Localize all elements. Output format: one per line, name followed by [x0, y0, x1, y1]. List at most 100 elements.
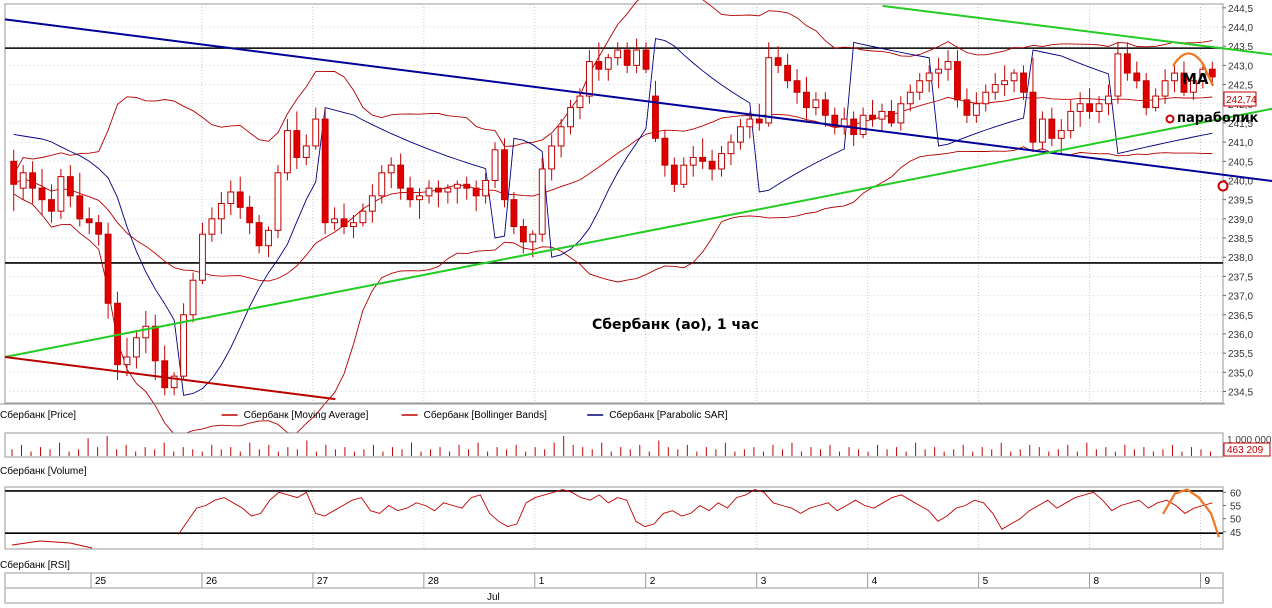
candle-up — [689, 156, 697, 166]
candle-down — [104, 233, 112, 304]
candle-down — [66, 176, 74, 197]
volume-bars — [11, 436, 1211, 456]
price-tick-label: 244,0 — [1228, 23, 1253, 34]
legend-label: Сбербанк [Price] — [0, 409, 76, 421]
candle-down — [793, 80, 801, 93]
candle-up — [359, 210, 367, 224]
candle-down — [1086, 103, 1094, 112]
candle-up — [718, 153, 725, 170]
sar-marker — [1165, 114, 1175, 124]
candle-up — [123, 356, 131, 366]
current-price-box — [1223, 91, 1257, 107]
candle-down — [642, 49, 650, 70]
candle-up — [680, 164, 688, 185]
candle-up — [878, 110, 886, 120]
candle-down — [255, 222, 263, 247]
price-tick-label: 239,0 — [1228, 215, 1253, 226]
trendline-marker — [1217, 180, 1229, 192]
price-tick-label: 241,0 — [1228, 138, 1253, 149]
candle-up — [57, 176, 65, 212]
price-tick-label: 235,0 — [1228, 368, 1253, 379]
price-tick-label: 240,5 — [1228, 157, 1253, 168]
rsi-levels — [5, 490, 1223, 534]
candle-down — [1133, 72, 1141, 82]
rsi-legend: Сбербанк [RSI] — [0, 559, 70, 571]
candle-up — [633, 49, 641, 66]
candle-up — [1171, 72, 1178, 82]
candle-up — [1001, 80, 1009, 86]
day-label: 3 — [761, 576, 767, 587]
candle-up — [557, 126, 565, 147]
candle-up — [19, 172, 27, 189]
candle-up — [491, 149, 499, 181]
candle-up — [331, 218, 339, 224]
price-tick-label: 236,5 — [1228, 311, 1253, 322]
candle-up — [217, 203, 225, 220]
trendlines — [4, 4, 1272, 401]
price-tick-label: 235,5 — [1228, 349, 1253, 360]
volume-y-tick: 1 000 000 — [1227, 435, 1272, 446]
candle-down — [1048, 118, 1056, 139]
candle-up — [208, 218, 216, 235]
price-pane: 244,5244,0243,5243,0242,5242,0241,5241,0… — [4, 0, 1272, 435]
candle-up — [935, 68, 943, 74]
day-label: 9 — [1204, 576, 1210, 587]
candle-up — [227, 191, 235, 205]
candle-down — [501, 149, 508, 201]
candle-up — [576, 95, 584, 109]
trendline — [4, 107, 1272, 358]
candle-up — [1095, 103, 1103, 112]
volume-pane: 1 000 000 463 209 Сбербанк [Volume] — [0, 432, 1272, 477]
candle-up — [944, 61, 952, 70]
candle-down — [1020, 72, 1027, 93]
candle-down — [1123, 53, 1131, 74]
rsi-pane: 60 55 50 45 Сбербанк [RSI] — [0, 486, 1242, 571]
rsi-vertical-grid — [201, 487, 1201, 549]
candle-down — [963, 99, 971, 116]
price-tick-label: 236,0 — [1228, 330, 1253, 341]
candle-up — [859, 114, 867, 135]
candle-down — [1208, 68, 1216, 78]
candle-up — [906, 91, 914, 105]
candle-up — [302, 145, 310, 158]
candle-up — [265, 229, 272, 247]
ma-annotation: МА — [1182, 70, 1209, 88]
candle-up — [312, 118, 320, 147]
candle-down — [38, 187, 46, 201]
candle-up — [425, 187, 433, 197]
rsi-tick-label: 45 — [1230, 528, 1242, 539]
candle-down — [774, 57, 782, 66]
rsi-tick-label: 50 — [1230, 515, 1242, 526]
candle-down — [803, 91, 810, 109]
candle-up — [180, 314, 188, 377]
price-tick-label: 237,5 — [1228, 272, 1253, 283]
candle-down — [463, 183, 471, 189]
candle-up — [1189, 80, 1197, 93]
day-label: 8 — [1094, 576, 1100, 587]
candle-up — [453, 183, 461, 189]
sar-annotation: параболик — [1177, 111, 1258, 126]
candle-up — [142, 325, 150, 339]
candle-down — [670, 164, 678, 185]
candle-down — [76, 195, 84, 220]
candle-up — [567, 107, 574, 128]
volume-plot-area — [4, 432, 1224, 458]
candle-down — [397, 164, 405, 189]
candle-up — [1010, 72, 1018, 82]
candle-up — [897, 103, 905, 124]
candle-down — [151, 325, 159, 362]
candle-down — [510, 199, 518, 228]
candle-down — [652, 95, 659, 139]
sar-line — [13, 37, 1213, 396]
day-label: 28 — [428, 576, 440, 587]
volume-legend: Сбербанк [Volume] — [0, 465, 87, 477]
candle-down — [406, 187, 414, 201]
price-tick-label: 243,5 — [1228, 42, 1253, 53]
candle-down — [1029, 91, 1037, 143]
candle-down — [519, 226, 527, 243]
candle-down — [595, 61, 603, 70]
day-label: 27 — [317, 576, 329, 587]
candle-up — [132, 337, 140, 358]
candle-up — [1114, 53, 1122, 97]
